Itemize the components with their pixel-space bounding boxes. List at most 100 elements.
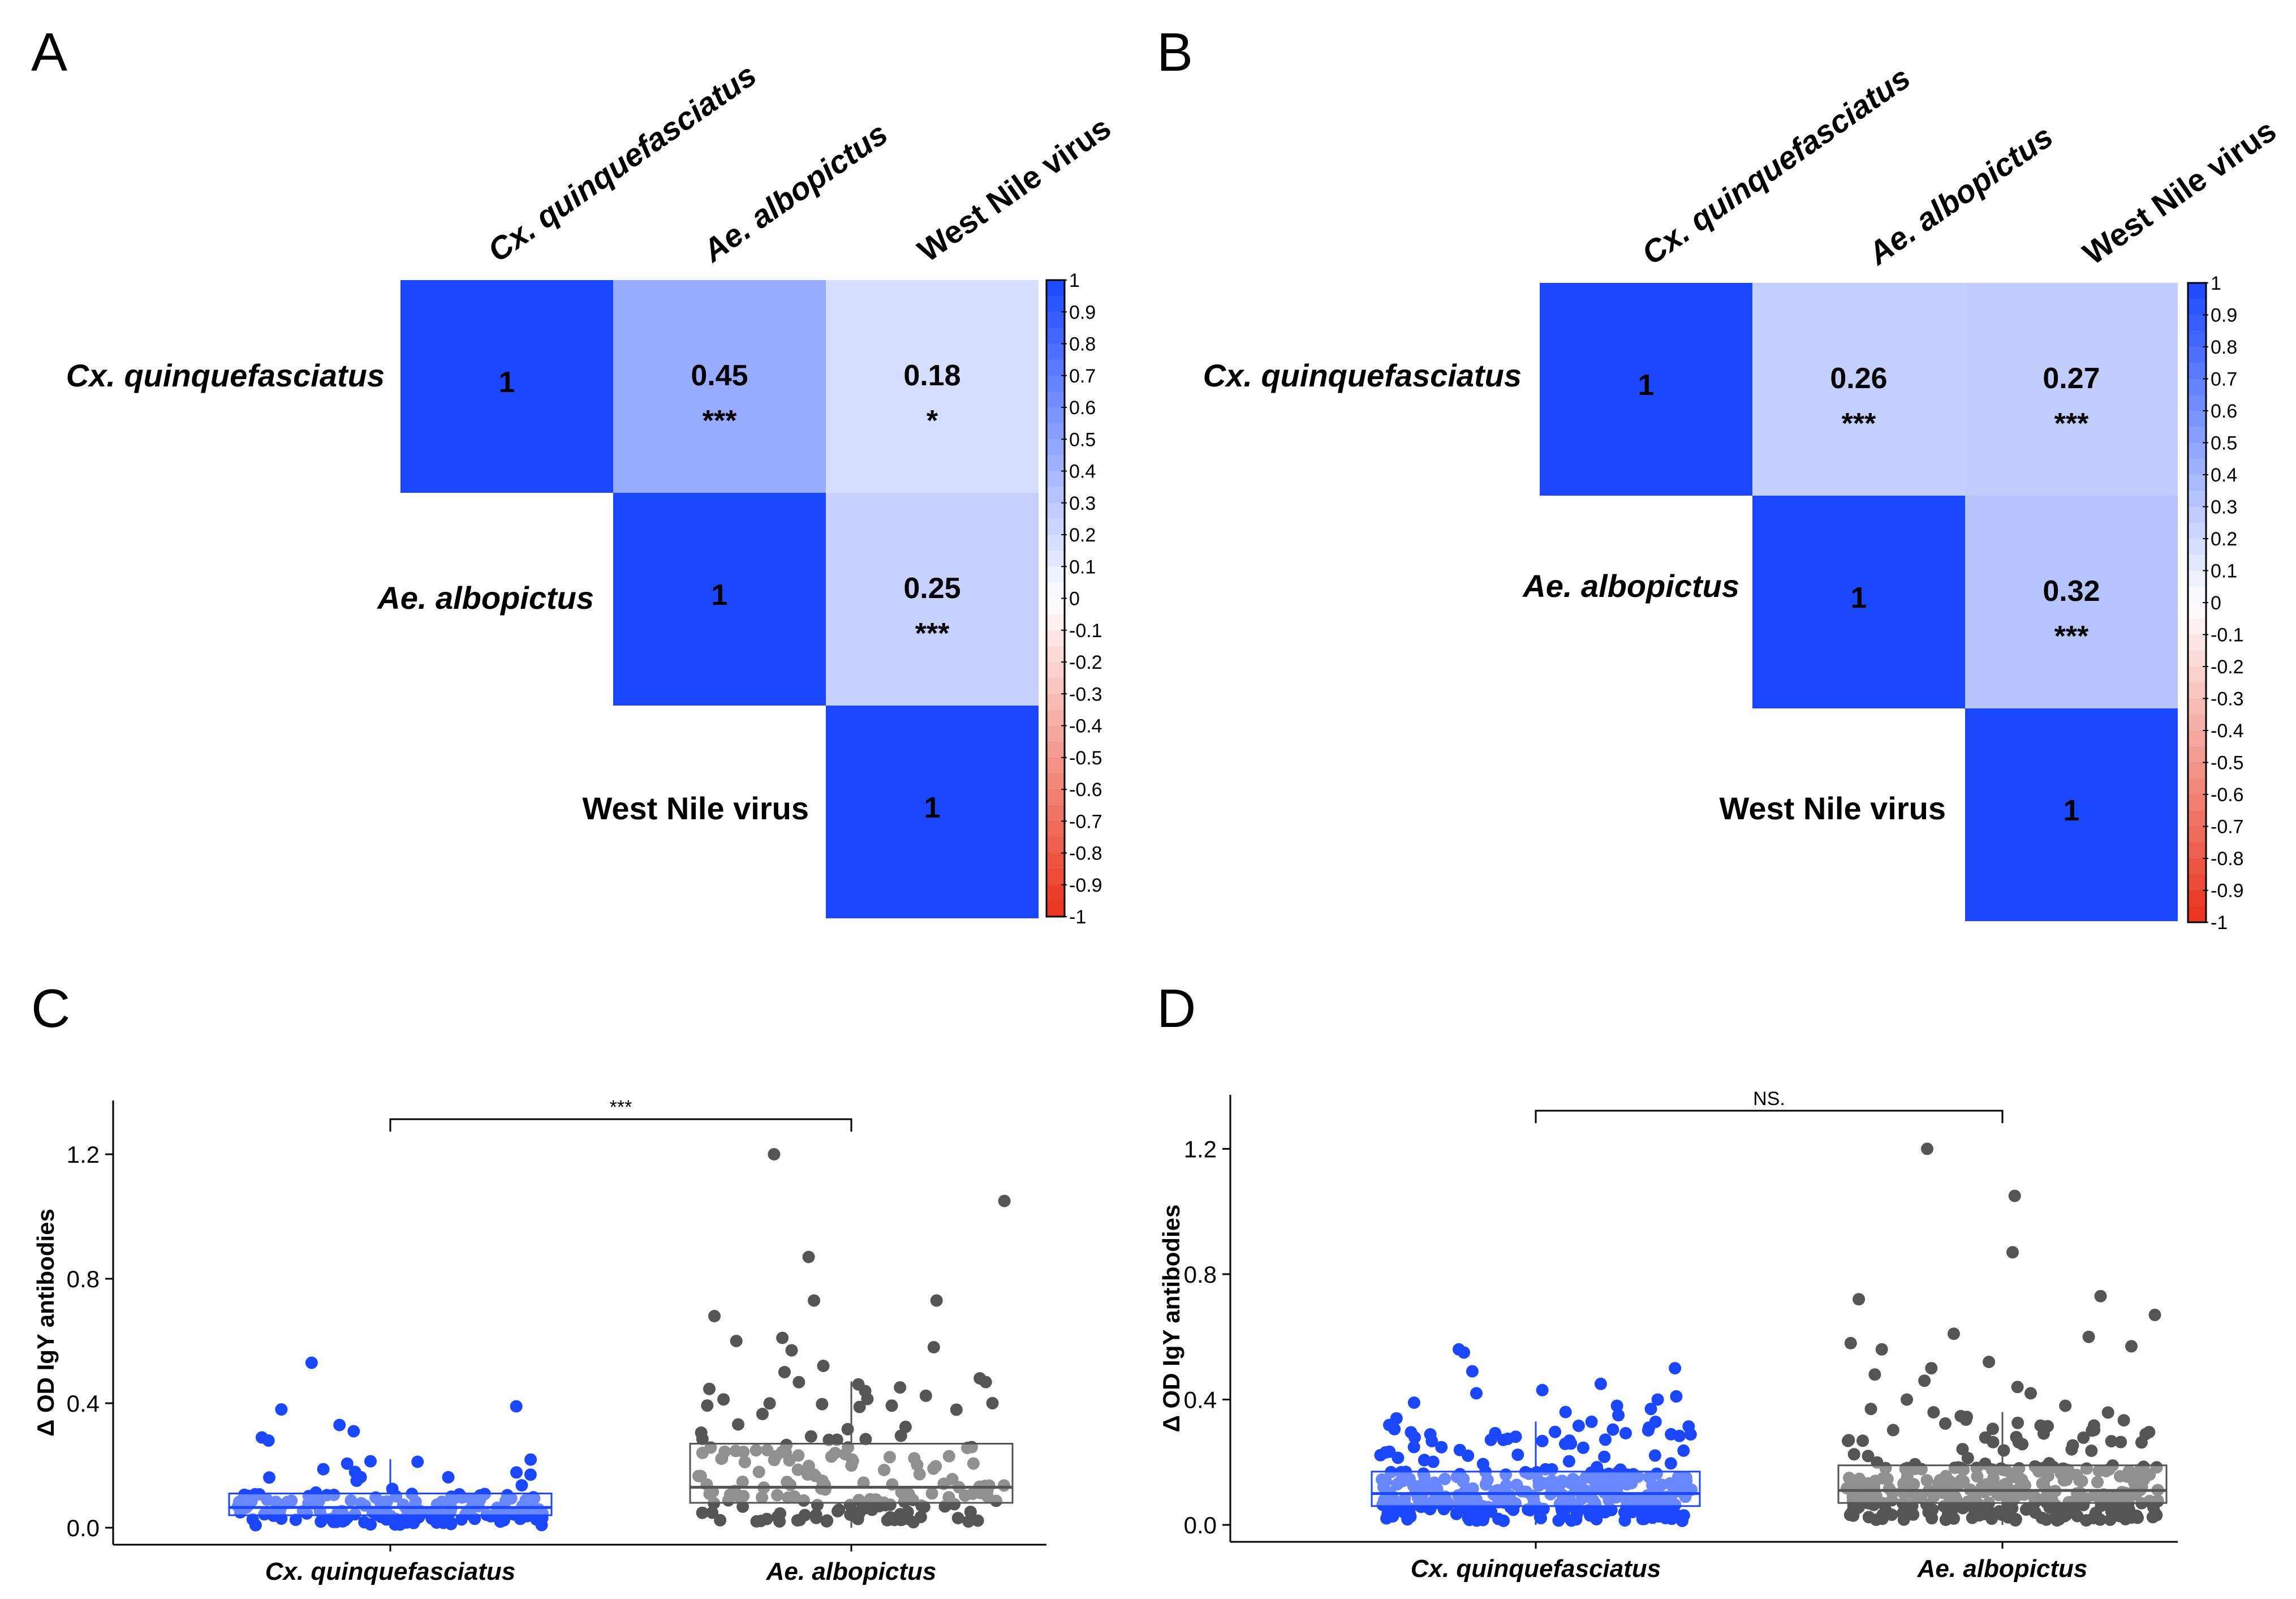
data-point	[321, 1489, 334, 1502]
data-point	[2092, 1464, 2105, 1477]
data-point	[1618, 1514, 1631, 1527]
data-point	[364, 1518, 377, 1531]
colorbar-segment	[1046, 582, 1065, 599]
data-point	[510, 1466, 523, 1479]
colorbar-segment	[2188, 794, 2206, 811]
data-point	[1476, 1514, 1489, 1527]
data-point	[792, 1376, 805, 1389]
data-point	[2088, 1489, 2101, 1502]
cell-value: 0.18	[903, 359, 960, 392]
data-point	[961, 1442, 974, 1454]
colorbar-segment	[1046, 741, 1065, 758]
data-point	[1842, 1434, 1855, 1447]
heatmap-cell	[1965, 283, 2178, 496]
data-point	[2028, 1460, 2041, 1473]
data-point	[692, 1469, 705, 1482]
x-tick-label: Ae. albopictus	[1917, 1555, 2088, 1583]
data-point	[816, 1475, 829, 1487]
data-point	[942, 1491, 955, 1504]
data-point	[1631, 1470, 1644, 1483]
data-point	[729, 1445, 742, 1458]
data-point	[732, 1418, 744, 1431]
data-point	[853, 1400, 866, 1413]
significance-bracket	[1535, 1110, 2004, 1123]
data-point	[1482, 1501, 1495, 1514]
cell-significance: *	[927, 405, 938, 437]
data-point	[2015, 1473, 2028, 1486]
colorbar-segment	[2188, 442, 2206, 459]
colorbar-segment	[2188, 299, 2206, 316]
row-label: West Nile virus	[1720, 790, 1946, 826]
data-point	[2101, 1406, 2114, 1419]
data-point	[1856, 1434, 1869, 1447]
data-point	[845, 1459, 858, 1472]
data-point	[1927, 1490, 1940, 1503]
colorbar-segment	[2188, 826, 2206, 843]
colorbar-segment	[1046, 535, 1065, 552]
outlier-point	[1466, 1365, 1479, 1378]
colorbar-segment	[1046, 773, 1065, 790]
colorbar-segment	[1046, 407, 1065, 424]
data-point	[336, 1515, 349, 1528]
data-point	[942, 1450, 955, 1463]
heatmap-cell	[826, 493, 1039, 706]
colorbar-tick-label: 0.2	[1069, 525, 1096, 546]
data-point	[1379, 1446, 1392, 1459]
data-point	[232, 1495, 245, 1508]
data-point	[986, 1396, 999, 1409]
heatmap-cell	[613, 280, 826, 493]
data-point	[1630, 1495, 1643, 1508]
colorbar-tick-label: -0.3	[1069, 684, 1102, 705]
colorbar-segment	[2188, 890, 2206, 907]
row-label: West Nile virus	[583, 790, 809, 826]
colorbar-segment	[2188, 634, 2206, 651]
colorbar-segment	[2188, 315, 2206, 332]
outlier-point	[333, 1419, 346, 1432]
data-point	[701, 1399, 714, 1412]
data-point	[1941, 1508, 1954, 1521]
data-point	[1614, 1463, 1627, 1476]
cell-significance: ***	[915, 617, 950, 650]
colorbar-segment	[2188, 379, 2206, 396]
data-point	[749, 1444, 763, 1457]
data-point	[2117, 1414, 2130, 1427]
colorbar-tick-label: -0.7	[2211, 816, 2244, 838]
data-point	[1589, 1498, 1602, 1511]
cell-significance: ***	[2054, 620, 2089, 653]
colorbar-segment	[1046, 646, 1065, 663]
colorbar-segment	[1046, 312, 1065, 329]
data-point	[1536, 1434, 1549, 1447]
outlier-point	[776, 1331, 789, 1344]
colorbar-segment	[1046, 391, 1065, 408]
outlier-point	[1470, 1387, 1483, 1400]
colorbar-tick-label: 1	[2211, 273, 2221, 294]
cell-value: 1	[924, 792, 941, 824]
colorbar-tick-label: 0.9	[1069, 302, 1096, 323]
cell-value: 1	[499, 366, 515, 399]
cell-value: 1	[1638, 369, 1655, 402]
heatmap-cell	[613, 493, 826, 706]
column-label: West Nile virus	[911, 110, 1117, 269]
data-point	[737, 1490, 750, 1502]
data-point	[859, 1433, 872, 1446]
colorbar-segment	[1046, 710, 1065, 727]
cell-value: 1	[1851, 582, 1867, 614]
data-point	[1943, 1493, 1956, 1505]
data-point	[1673, 1429, 1686, 1442]
data-point	[1954, 1477, 1967, 1490]
data-point	[2051, 1514, 2064, 1527]
data-point	[1425, 1434, 1438, 1447]
colorbar-segment	[2188, 603, 2206, 620]
row-label: Cx. quinquefasciatus	[66, 358, 385, 393]
colorbar-segment	[2188, 347, 2206, 364]
colorbar-tick-label: -0.8	[2211, 848, 2244, 870]
data-point	[524, 1468, 537, 1481]
cell-significance: ***	[703, 405, 737, 437]
data-point	[2135, 1436, 2148, 1449]
colorbar-segment	[1046, 423, 1065, 440]
panel-label-a: A	[31, 22, 67, 83]
data-point	[971, 1514, 984, 1527]
outlier-point	[2148, 1308, 2161, 1321]
data-point	[1684, 1428, 1697, 1441]
colorbar-tick-label: -0.2	[2211, 656, 2244, 678]
